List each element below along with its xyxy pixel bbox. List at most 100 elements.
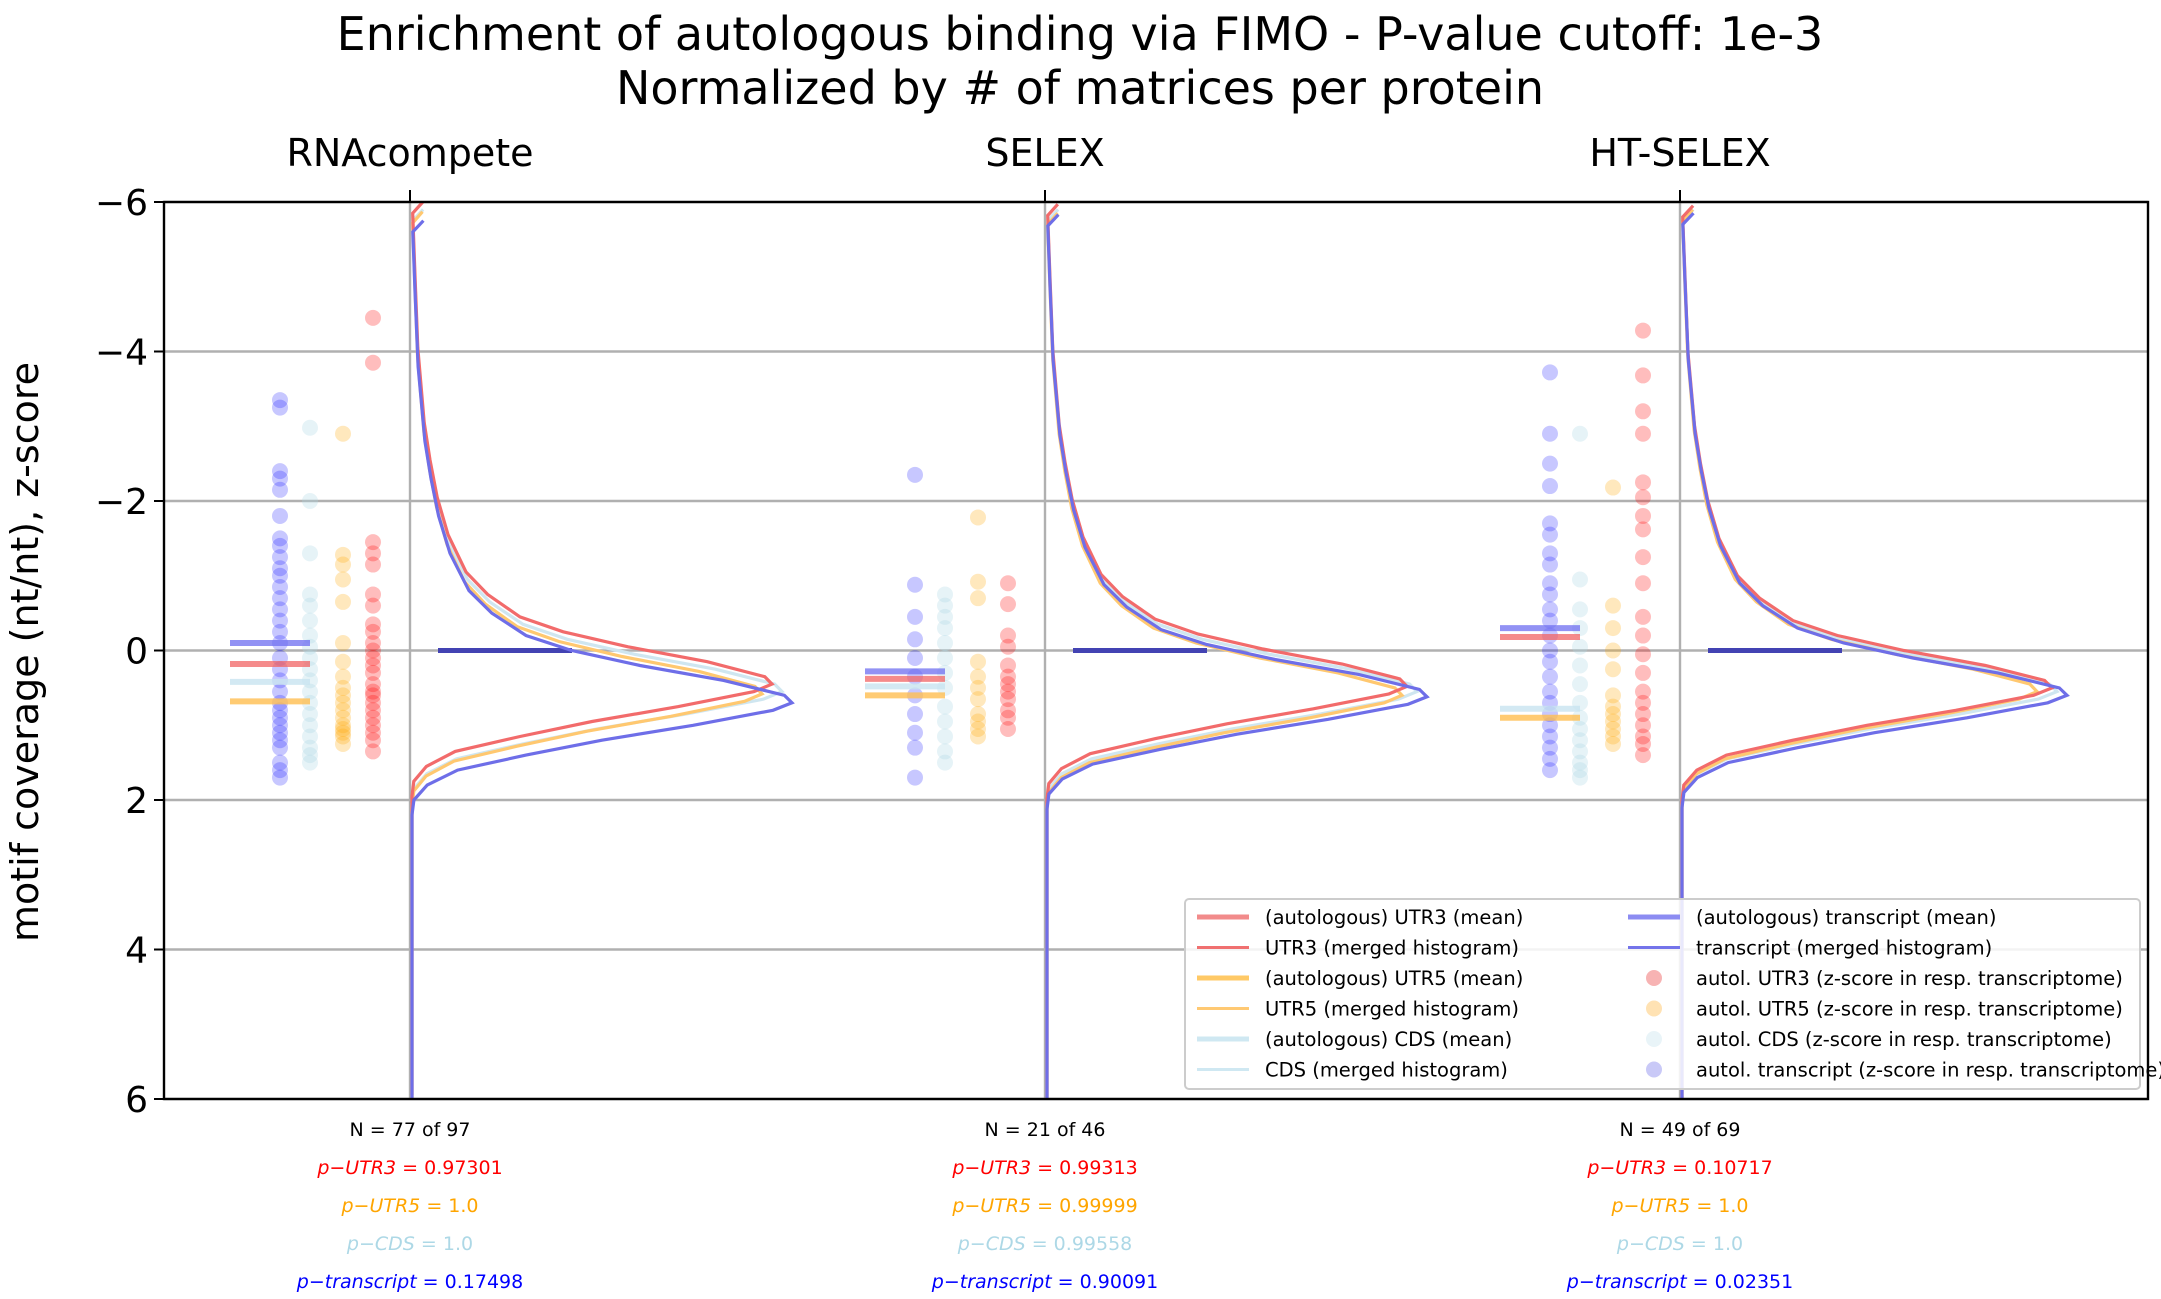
- point-utr3: [365, 556, 381, 573]
- legend-label: (autologous) transcript (mean): [1696, 906, 1997, 929]
- point-utr3: [1635, 474, 1651, 491]
- point-utr5: [970, 653, 986, 670]
- legend-marker: [1646, 1000, 1662, 1017]
- legend-label: autol. UTR5 (z-score in resp. transcript…: [1696, 998, 2123, 1021]
- point-utr3: [365, 642, 381, 659]
- point-utr3: [1000, 720, 1016, 737]
- legend-box: [1184, 898, 2141, 1090]
- point-utr3: [365, 702, 381, 719]
- plot-area: [230, 200, 2070, 1099]
- legend-marker: [1646, 970, 1662, 986]
- point-utr3: [1635, 521, 1651, 538]
- point-utr5: [1605, 735, 1621, 752]
- point-utr5: [970, 713, 986, 730]
- point-utr5: [335, 724, 351, 741]
- chart-title: Enrichment of autologous binding via FIM…: [337, 7, 1824, 61]
- point-transcript: [907, 706, 923, 723]
- point-utr3: [1635, 489, 1651, 506]
- y-axis-label: motif coverage (nt/nt), z-score: [3, 362, 47, 942]
- panel-ht-selex: [1500, 204, 2070, 1099]
- point-transcript: [907, 466, 923, 483]
- point-transcript: [1542, 575, 1558, 592]
- point-utr5: [335, 717, 351, 734]
- point-cds: [302, 597, 318, 614]
- point-utr5: [1605, 713, 1621, 730]
- point-transcript: [272, 683, 288, 700]
- point-utr3: [1635, 403, 1651, 420]
- point-cds: [1572, 676, 1588, 693]
- point-utr3: [1635, 735, 1651, 752]
- legend: (autologous) UTR3 (mean) UTR3 (merged his…: [1184, 898, 2161, 1090]
- point-utr5: [970, 728, 986, 745]
- point-transcript: [1542, 425, 1558, 442]
- point-cds: [302, 627, 318, 644]
- point-utr3: [365, 676, 381, 693]
- point-utr3: [365, 694, 381, 711]
- point-utr3: [1635, 747, 1651, 764]
- point-cds: [302, 717, 318, 734]
- point-cds: [1572, 754, 1588, 771]
- y-tick-label: 4: [125, 931, 148, 972]
- point-transcript: [907, 631, 923, 648]
- point-cds: [937, 728, 953, 745]
- point-utr3: [1635, 728, 1651, 745]
- point-transcript: [1542, 717, 1558, 734]
- point-utr5: [335, 709, 351, 726]
- point-utr3: [1000, 627, 1016, 644]
- point-utr3: [365, 623, 381, 640]
- point-transcript: [1542, 556, 1558, 573]
- legend-marker: [1646, 1061, 1662, 1078]
- point-transcript: [272, 578, 288, 595]
- point-utr3: [1000, 702, 1016, 719]
- point-transcript: [907, 769, 923, 786]
- point-utr3: [365, 616, 381, 633]
- legend-marker: [1646, 1031, 1662, 1047]
- point-cds: [1572, 601, 1588, 618]
- point-transcript: [272, 567, 288, 584]
- panel-selex: [865, 203, 1430, 1099]
- point-utr3: [1635, 694, 1651, 711]
- point-utr5: [970, 691, 986, 708]
- point-cds: [1572, 743, 1588, 760]
- y-tick-label: 0: [125, 632, 148, 673]
- point-utr3: [365, 709, 381, 726]
- p-value-transcript: p−transcript = 0.17498: [296, 1271, 523, 1293]
- point-cds: [302, 419, 318, 436]
- y-tick-label: 2: [125, 781, 148, 822]
- point-utr3: [1000, 691, 1016, 708]
- point-transcript: [1542, 601, 1558, 618]
- point-utr3: [1635, 706, 1651, 723]
- point-cds: [1572, 638, 1588, 655]
- point-transcript: [272, 709, 288, 726]
- point-transcript: [907, 739, 923, 756]
- point-utr5: [335, 425, 351, 442]
- point-transcript: [272, 769, 288, 786]
- point-utr3: [1000, 709, 1016, 726]
- point-utr5: [335, 546, 351, 563]
- point-transcript: [272, 481, 288, 498]
- point-utr5: [970, 573, 986, 590]
- point-cds: [937, 743, 953, 760]
- point-cds: [302, 612, 318, 629]
- point-utr5: [335, 694, 351, 711]
- point-utr3: [1635, 322, 1651, 339]
- y-tick-label: −2: [95, 482, 148, 523]
- panel-rnacompete: [230, 200, 795, 1099]
- point-utr3: [1635, 549, 1651, 566]
- point-utr3: [365, 586, 381, 603]
- point-utr3: [1000, 676, 1016, 693]
- p-value-utr5: p−UTR5 = 0.99999: [951, 1195, 1137, 1217]
- p-value-utr3: p−UTR3 = 0.97301: [316, 1157, 502, 1179]
- point-transcript: [1542, 728, 1558, 745]
- point-utr5: [970, 509, 986, 526]
- point-transcript: [907, 576, 923, 593]
- legend-label: UTR5 (merged histogram): [1265, 998, 1519, 1021]
- point-utr3: [365, 743, 381, 760]
- p-value-utr3: p−UTR3 = 0.99313: [951, 1157, 1137, 1179]
- panel-title: HT-SELEX: [1589, 131, 1770, 175]
- point-utr5: [1605, 687, 1621, 704]
- point-cds: [302, 739, 318, 756]
- point-transcript: [1542, 683, 1558, 700]
- point-transcript: [1542, 478, 1558, 495]
- point-transcript: [272, 702, 288, 719]
